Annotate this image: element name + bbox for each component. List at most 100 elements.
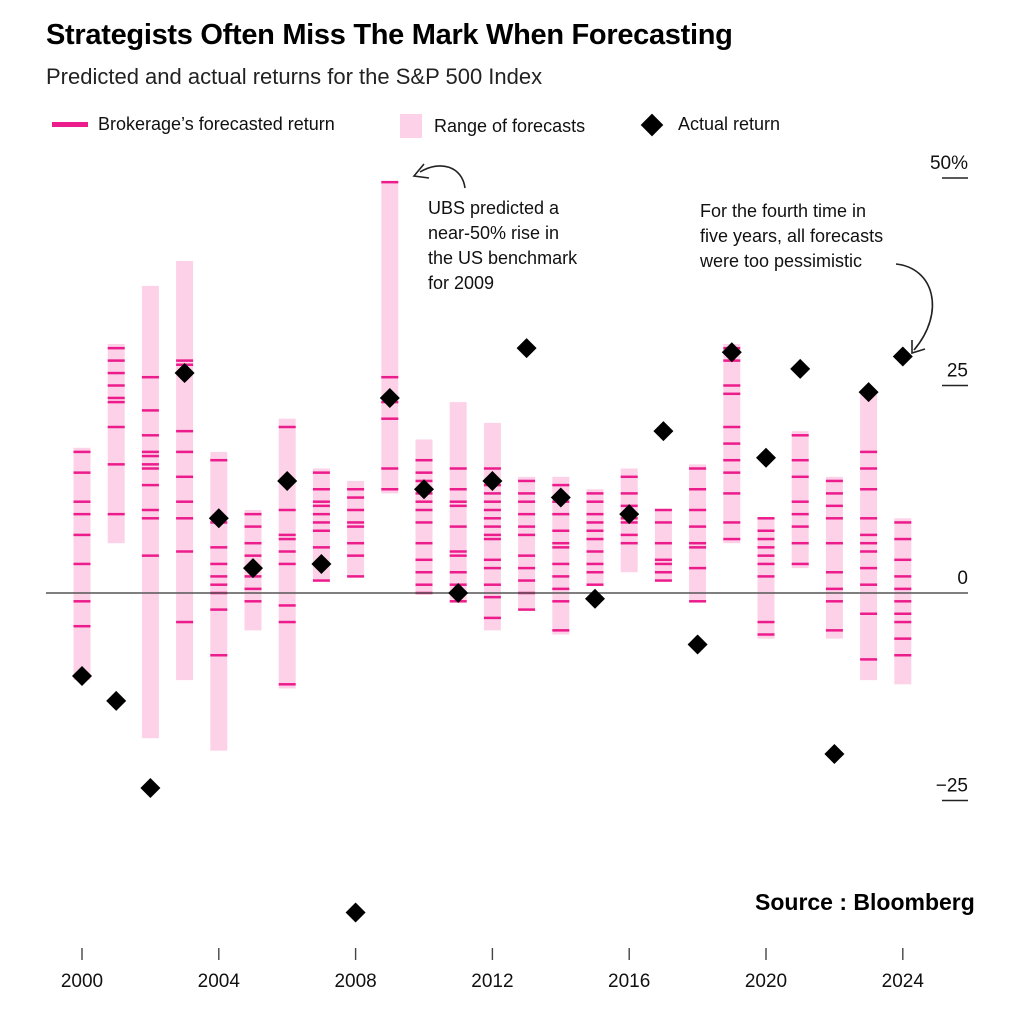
forecast-dash-2004-0 — [210, 654, 228, 657]
forecast-dash-2022-6 — [825, 504, 843, 508]
forecast-dash-2022-3 — [825, 571, 843, 574]
forecast-dash-2014-8 — [552, 512, 570, 516]
range-bar-2015 — [586, 489, 604, 585]
ubs-annotation: UBS predicted a near-50% rise in the US be… — [428, 198, 578, 293]
forecast-dash-2010-7 — [415, 500, 433, 503]
forecast-dash-2007-9 — [312, 471, 330, 474]
chart-subtitle: Predicted and actual returns for the S&P… — [46, 64, 543, 89]
legend-item-range: Range of forecasts — [400, 114, 585, 138]
forecast-dash-2002-9 — [141, 409, 159, 412]
forecast-dash-2002-10 — [141, 375, 159, 379]
range-bar-2009 — [381, 182, 399, 494]
forecast-dash-2002-6 — [141, 454, 159, 458]
forecast-dash-2002-0 — [141, 554, 159, 557]
forecast-dash-2000-1 — [73, 600, 91, 603]
forecast-dash-2011-3 — [449, 554, 467, 557]
forecast-dash-2001-0 — [107, 512, 125, 516]
forecast-dash-2005-5 — [244, 541, 262, 545]
x-axis: 2000 2004 2008 2012 2016 2020 2024 — [61, 948, 924, 992]
forecast-dash-2018-2 — [689, 546, 707, 549]
forecast-dash-2012-7 — [483, 525, 501, 528]
forecast-dash-2005-6 — [244, 525, 262, 528]
forecast-dash-2013-3 — [518, 566, 536, 570]
range-bar-2008 — [347, 480, 365, 577]
forecast-dash-2020-6 — [757, 537, 775, 541]
actual-return-2003 — [174, 363, 195, 384]
forecast-dash-2012-3 — [483, 566, 501, 570]
range-bar-2004 — [210, 451, 228, 751]
forecast-dash-2019-5 — [723, 442, 741, 445]
forecast-dash-2004-5 — [210, 562, 228, 566]
forecast-dash-2014-0 — [552, 629, 570, 632]
forecast-dash-2023-5 — [860, 541, 878, 545]
actual-return-2016 — [619, 504, 640, 525]
x-tick-label-2004: 2004 — [198, 971, 241, 992]
ubs-note-line-1: near-50% rise in — [428, 223, 559, 243]
forecast-dash-2002-1 — [141, 517, 159, 520]
forecast-dash-2023-4 — [860, 550, 878, 553]
pessimistic-note-line-2: were too pessimistic — [699, 251, 862, 271]
forecast-dash-2008-5 — [347, 508, 365, 512]
forecast-dash-2011-8 — [449, 488, 467, 491]
forecast-dash-2017-4 — [654, 541, 672, 545]
range-bar-2018 — [689, 464, 707, 602]
forecast-dash-2008-3 — [347, 525, 365, 528]
forecast-dash-2017-3 — [654, 558, 672, 562]
forecast-dash-2003-5 — [176, 450, 194, 454]
forecast-dash-2011-4 — [449, 550, 467, 553]
forecast-dash-2004-8 — [210, 458, 228, 462]
forecast-dash-2000-4 — [73, 512, 91, 516]
forecast-dash-2017-1 — [654, 571, 672, 574]
actual-return-2022 — [824, 744, 845, 765]
forecast-dash-2020-4 — [757, 554, 775, 557]
forecast-dash-2013-4 — [518, 554, 536, 557]
forecast-dash-2012-2 — [483, 583, 501, 586]
forecast-dash-2010-3 — [415, 558, 433, 562]
forecast-dash-2013-8 — [518, 500, 536, 503]
forecast-dash-2001-3 — [107, 400, 125, 404]
forecast-dash-2014-7 — [552, 529, 570, 532]
y-tick-label--25: −25 — [936, 776, 968, 797]
forecast-dash-2015-1 — [586, 571, 604, 574]
range-swatch-icon — [400, 114, 422, 138]
ubs-note-line-0: UBS predicted a — [428, 198, 560, 218]
forecast-dash-2021-0 — [791, 562, 809, 566]
forecast-dash-2022-1 — [825, 600, 843, 603]
forecast-dash-2000-3 — [73, 533, 91, 537]
forecast-dash-2023-6 — [860, 533, 878, 537]
forecast-dash-2010-6 — [415, 508, 433, 512]
actual-return-points — [72, 338, 913, 923]
actual-return-2012 — [482, 470, 503, 491]
forecast-dash-2006-7 — [278, 508, 296, 512]
forecast-dash-2023-1 — [860, 612, 878, 615]
forecast-dash-2023-8 — [860, 488, 878, 491]
actual-return-2015 — [585, 588, 605, 609]
forecast-dash-2014-3 — [552, 575, 570, 578]
forecast-dash-2008-4 — [347, 521, 365, 524]
forecast-dash-2023-9 — [860, 467, 878, 470]
forecast-dash-2009-4 — [381, 375, 399, 379]
forecast-dash-2013-2 — [518, 579, 536, 582]
forecast-dash-2022-4 — [825, 541, 843, 545]
forecast-dash-2011-2 — [449, 571, 467, 574]
forecast-dash-2024-6 — [894, 575, 912, 578]
ubs-arrow-icon — [419, 165, 466, 189]
forecast-dash-2008-6 — [347, 496, 365, 499]
forecast-dash-2004-6 — [210, 546, 228, 549]
forecast-dash-2009-1 — [381, 467, 399, 470]
forecast-dash-2005-4 — [244, 554, 262, 557]
forecast-dash-2021-4 — [791, 500, 809, 503]
forecast-dash-2001-5 — [107, 384, 125, 387]
forecast-dash-2021-5 — [791, 475, 809, 479]
forecast-dash-2003-4 — [176, 475, 194, 479]
forecast-dash-2013-5 — [518, 533, 536, 537]
range-bar-2013 — [518, 476, 536, 610]
forecast-dash-2023-0 — [860, 658, 878, 661]
forecast-dash-2012-5 — [483, 537, 501, 541]
forecast-dash-2010-10 — [415, 471, 433, 474]
forecast-dash-2015-9 — [586, 492, 604, 495]
forecast-dash-2024-3 — [894, 612, 912, 615]
forecast-dash-2014-10 — [552, 483, 570, 487]
forecast-dash-2018-0 — [689, 600, 707, 603]
annotations: UBS predicted a near-50% rise in the US be… — [412, 163, 934, 355]
